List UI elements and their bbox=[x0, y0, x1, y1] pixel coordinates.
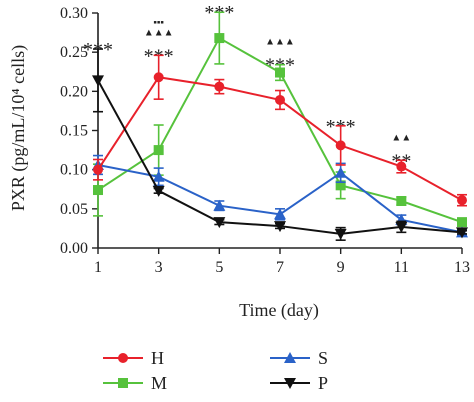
legend-item-S: S bbox=[270, 348, 328, 368]
x-tick-label: 9 bbox=[337, 259, 345, 276]
data-point-H bbox=[457, 195, 467, 206]
x-tick-label: 13 bbox=[454, 259, 470, 276]
data-point-M bbox=[153, 145, 164, 156]
annotation-triangle: ▲▲▲ bbox=[265, 37, 295, 48]
legend-item-H: H bbox=[103, 348, 164, 368]
data-point-S bbox=[213, 199, 226, 211]
legend-label: S bbox=[318, 348, 328, 368]
data-point-M bbox=[214, 33, 225, 44]
data-point-S bbox=[152, 170, 165, 182]
data-point-S bbox=[274, 208, 286, 220]
x-axis-label: Time (day) bbox=[239, 300, 319, 321]
data-point-P bbox=[274, 221, 286, 233]
y-tick-label: 0.05 bbox=[60, 201, 88, 218]
x-tick-label: 3 bbox=[155, 259, 163, 276]
data-point-M bbox=[275, 67, 285, 78]
x-tick-label: 5 bbox=[215, 259, 223, 276]
data-point-H bbox=[93, 164, 103, 175]
x-tick-label: 11 bbox=[394, 259, 409, 276]
y-tick-label: 0.10 bbox=[60, 162, 88, 179]
data-point-M bbox=[93, 185, 103, 196]
data-point-M bbox=[335, 180, 346, 191]
y-tick-label: 0.30 bbox=[60, 5, 88, 22]
data-point-H bbox=[335, 140, 346, 151]
legend-label: P bbox=[318, 373, 328, 393]
data-point-S bbox=[334, 166, 347, 178]
annotation-triangle: ▲▲ bbox=[391, 132, 411, 143]
y-tick-label: 0.15 bbox=[60, 123, 88, 140]
y-tick-label: 0.25 bbox=[60, 44, 88, 61]
axes: 0.000.050.100.150.200.250.301 3 5 7 9 11 13 bbox=[60, 5, 470, 276]
data-point-P bbox=[395, 221, 408, 233]
legend: HM SP bbox=[103, 348, 328, 393]
data-point-H bbox=[396, 161, 407, 172]
data-point-P bbox=[213, 217, 226, 229]
legend-item-M: M bbox=[103, 373, 167, 393]
significance-annotations: ******▲▲▲▪▪▪***▲▲▲▪▪***▲▲▲*****▲▲ bbox=[83, 2, 411, 172]
data-point-P bbox=[456, 227, 468, 239]
data-point-H bbox=[275, 94, 285, 105]
annotation-triangle: ▲▲▲ bbox=[144, 27, 174, 38]
series-M bbox=[93, 11, 467, 228]
y-axis-label: PXR (pg/mL/10⁴ cells) bbox=[8, 45, 29, 211]
data-point-P bbox=[334, 228, 347, 240]
series-layer bbox=[92, 11, 468, 241]
data-point-P bbox=[92, 75, 104, 87]
legend-marker bbox=[284, 352, 296, 363]
y-tick-label: 0.20 bbox=[60, 83, 88, 100]
legend-label: H bbox=[151, 348, 164, 368]
x-tick-label: 1 bbox=[94, 259, 102, 276]
data-point-M bbox=[396, 196, 407, 206]
legend-marker bbox=[118, 353, 128, 363]
annotation-square: ▪▪▪ bbox=[153, 17, 164, 28]
series-P bbox=[92, 48, 468, 241]
data-point-P bbox=[152, 185, 165, 197]
legend-marker bbox=[118, 378, 128, 388]
data-point-M bbox=[457, 217, 467, 228]
legend-item-P: P bbox=[270, 373, 328, 393]
x-tick-label: 7 bbox=[276, 259, 284, 276]
data-point-H bbox=[153, 72, 164, 83]
y-tick-label: 0.00 bbox=[60, 240, 88, 257]
data-point-H bbox=[214, 81, 225, 92]
series-H bbox=[93, 54, 467, 207]
legend-marker bbox=[284, 378, 296, 389]
legend-label: M bbox=[151, 373, 167, 393]
